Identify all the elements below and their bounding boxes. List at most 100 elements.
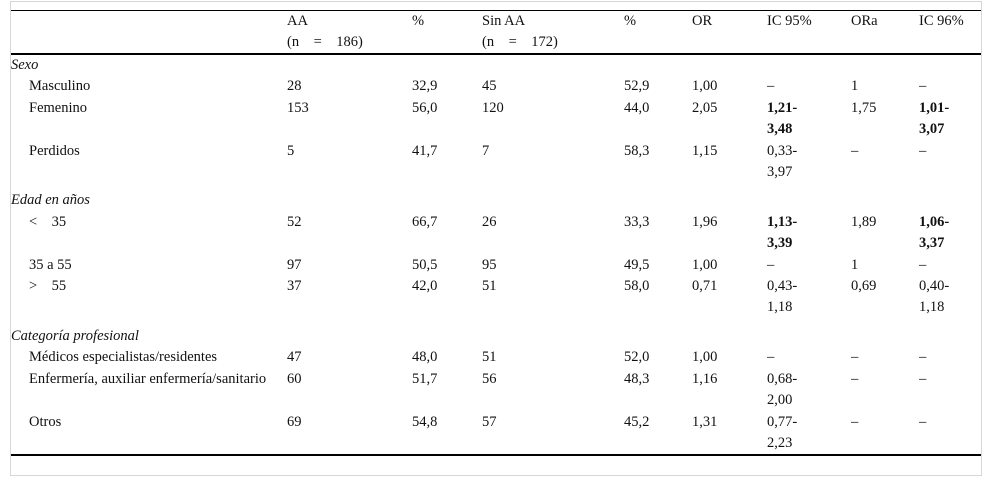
cell-aa: 28 bbox=[287, 78, 302, 95]
cell-pct-sin-aa: 52,0 bbox=[624, 349, 650, 366]
ci-range: – bbox=[767, 349, 775, 366]
row-label: < 35 bbox=[29, 213, 67, 230]
cell-or: 1,00 bbox=[692, 256, 718, 273]
cell-pct-sin-aa: 52,9 bbox=[624, 78, 650, 95]
cell-ic96: – bbox=[919, 141, 981, 184]
cell-or: 0,71 bbox=[692, 278, 718, 295]
cell-ora: 1,89 bbox=[851, 213, 877, 230]
cell-or: 1,96 bbox=[692, 213, 718, 230]
data-row: Masculino 28 32,9 45 52,9 1,00 – 1 – bbox=[11, 76, 981, 97]
cell-sin-aa: 51 bbox=[482, 278, 497, 295]
col-header-rowlabel bbox=[11, 10, 287, 55]
col-header-ic96-label: IC 96% bbox=[919, 13, 964, 29]
data-row: Enfermería, auxiliar enfermería/sanitari… bbox=[11, 369, 981, 412]
cell-sin-aa: 45 bbox=[482, 78, 497, 95]
cell-ora: 1,75 bbox=[851, 99, 877, 116]
cell-pct-aa: 56,0 bbox=[412, 99, 438, 116]
cell-ic96: – bbox=[919, 76, 981, 97]
cell-pct-sin-aa: 45,2 bbox=[624, 413, 650, 430]
cell-aa: 5 bbox=[287, 142, 295, 159]
cell-pct-sin-aa: 33,3 bbox=[624, 213, 650, 230]
row-label: Enfermería, auxiliar enfermería/sanitari… bbox=[29, 370, 267, 387]
cell-ora: – bbox=[851, 370, 859, 387]
ci-range: 1,13-3,39 bbox=[767, 213, 798, 252]
ci-range: 0,43-1,18 bbox=[767, 278, 798, 316]
ci-range: 0,40-1,18 bbox=[919, 278, 950, 316]
row-label: Médicos especialistas/residentes bbox=[29, 349, 218, 366]
data-row: Perdidos 5 41,7 7 58,3 1,15 0,33-3,97 – – bbox=[11, 141, 981, 184]
row-label: Perdidos bbox=[29, 142, 80, 159]
ci-range: – bbox=[919, 142, 927, 159]
cell-ic95: – bbox=[767, 255, 851, 276]
col-header-ic95-label: IC 95% bbox=[767, 13, 812, 29]
cell-aa: 47 bbox=[287, 349, 302, 366]
section-title: Edad en años bbox=[11, 192, 90, 209]
cell-pct-sin-aa: 49,5 bbox=[624, 256, 650, 273]
cell-ora: 1 bbox=[851, 78, 859, 95]
cell-aa: 52 bbox=[287, 213, 302, 230]
ci-range: 0,33-3,97 bbox=[767, 142, 798, 181]
col-header-sin-aa-n: (n = 172) bbox=[482, 34, 558, 50]
cell-ic95: 1,21-3,48 bbox=[767, 98, 851, 141]
row-label: 35 a 55 bbox=[29, 256, 72, 273]
ci-range: 1,01-3,07 bbox=[919, 99, 950, 138]
row-label: Otros bbox=[29, 413, 62, 430]
ci-range: – bbox=[919, 256, 927, 273]
cell-ic95: – bbox=[767, 347, 851, 368]
cell-ic96: – bbox=[919, 347, 981, 368]
cell-ic95: 0,43-1,18 bbox=[767, 276, 851, 319]
col-header-aa-n: (n = 186) bbox=[287, 34, 363, 50]
cell-or: 1,16 bbox=[692, 370, 718, 387]
col-header-sin-aa: Sin AA (n = 172) bbox=[482, 10, 624, 55]
row-label: > 55 bbox=[29, 278, 67, 295]
cell-pct-sin-aa: 58,3 bbox=[624, 142, 650, 159]
cell-or: 1,00 bbox=[692, 349, 718, 366]
cell-ora: – bbox=[851, 142, 859, 159]
cell-pct-aa: 66,7 bbox=[412, 213, 438, 230]
ci-range: – bbox=[767, 78, 775, 95]
ci-range: 1,21-3,48 bbox=[767, 99, 798, 138]
cell-or: 2,05 bbox=[692, 99, 718, 116]
cell-sin-aa: 26 bbox=[482, 213, 497, 230]
cell-ora: – bbox=[851, 413, 859, 430]
section-row: Sexo bbox=[11, 54, 981, 76]
cell-pct-aa: 50,5 bbox=[412, 256, 438, 273]
cell-sin-aa: 95 bbox=[482, 256, 497, 273]
cell-ic96: – bbox=[919, 255, 981, 276]
cell-ora: 1 bbox=[851, 256, 859, 273]
col-header-ora-label: ORa bbox=[851, 13, 878, 29]
cell-aa: 69 bbox=[287, 413, 302, 430]
cell-aa: 60 bbox=[287, 370, 302, 387]
cell-ic95: 0,33-3,97 bbox=[767, 141, 851, 184]
cell-pct-sin-aa: 48,3 bbox=[624, 370, 650, 387]
cell-pct-aa: 42,0 bbox=[412, 278, 438, 295]
row-label: Masculino bbox=[29, 78, 91, 95]
cell-sin-aa: 7 bbox=[482, 142, 490, 159]
cell-ic95: – bbox=[767, 76, 851, 97]
ci-range: – bbox=[919, 370, 927, 387]
ci-range: 1,06-3,37 bbox=[919, 213, 950, 252]
col-header-pct-aa-label: % bbox=[412, 13, 425, 29]
cell-ic96: 1,01-3,07 bbox=[919, 98, 981, 141]
table-header: AA (n = 186) % Sin AA (n = 172) % OR bbox=[11, 10, 981, 55]
cell-or: 1,00 bbox=[692, 78, 718, 95]
cell-ic96: – bbox=[919, 412, 981, 456]
cell-ora: – bbox=[851, 349, 859, 366]
cell-pct-sin-aa: 58,0 bbox=[624, 278, 650, 295]
data-row: Otros 69 54,8 57 45,2 1,31 0,77-2,23 – – bbox=[11, 412, 981, 456]
ci-range: 0,68-2,00 bbox=[767, 370, 798, 409]
cell-or: 1,15 bbox=[692, 142, 718, 159]
col-header-or-label: OR bbox=[692, 13, 713, 29]
col-header-aa-label: AA bbox=[287, 13, 308, 29]
col-header-ic96: IC 96% bbox=[919, 10, 981, 55]
cell-aa: 37 bbox=[287, 278, 302, 295]
cell-aa: 153 bbox=[287, 99, 309, 116]
col-header-pct-aa: % bbox=[412, 10, 482, 55]
cell-or: 1,31 bbox=[692, 413, 718, 430]
col-header-aa: AA (n = 186) bbox=[287, 10, 412, 55]
cell-pct-sin-aa: 44,0 bbox=[624, 99, 650, 116]
cell-pct-aa: 32,9 bbox=[412, 78, 438, 95]
data-row: 35 a 55 97 50,5 95 49,5 1,00 – 1 – bbox=[11, 255, 981, 276]
cell-pct-aa: 51,7 bbox=[412, 370, 438, 387]
